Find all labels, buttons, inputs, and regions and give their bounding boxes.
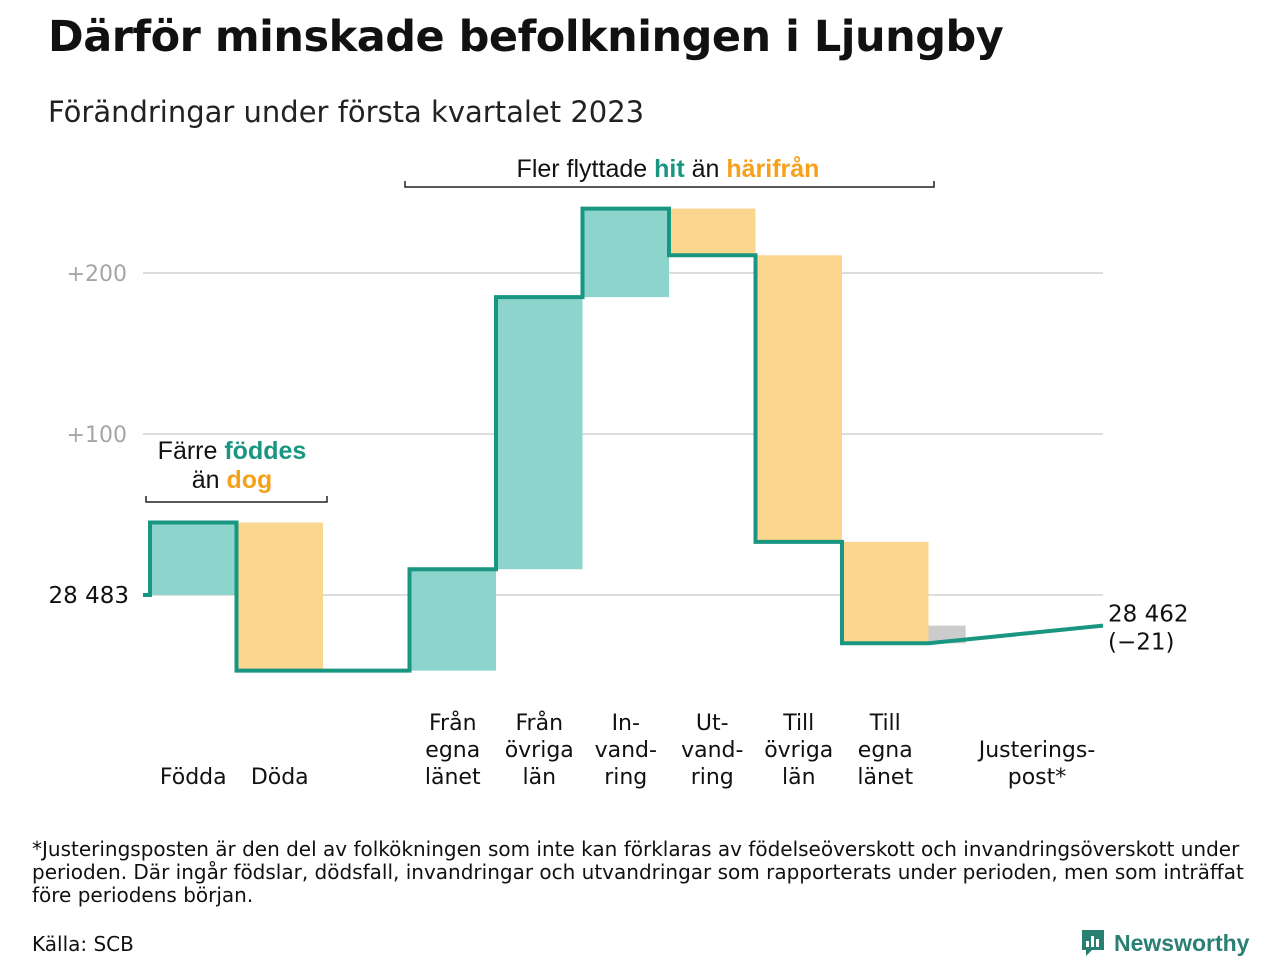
source-label: Källa: SCB <box>32 932 134 956</box>
category-label: Justerings- <box>977 738 1096 763</box>
newsworthy-logo: Newsworthy <box>1080 926 1249 960</box>
y-tick-label: +200 <box>67 262 127 287</box>
category-label: län <box>782 765 816 790</box>
births-deaths-annotation-part: än <box>192 466 227 494</box>
category-label: In- <box>612 711 640 736</box>
footnote: *Justeringsposten är den del av folkökni… <box>32 837 1244 907</box>
births-deaths-annotation-part: föddes <box>224 437 306 465</box>
category-label: länet <box>857 765 913 790</box>
births-deaths-annotation-part: Färre <box>158 437 225 465</box>
newsworthy-logo-icon <box>1082 930 1104 956</box>
category-label: Döda <box>251 765 309 790</box>
bar-döda <box>236 522 323 671</box>
y-tick-label: +100 <box>67 423 127 448</box>
category-label: vand- <box>681 738 743 763</box>
migration-bracket <box>404 181 935 188</box>
chart-title: Därför minskade befolkningen i Ljungby <box>48 12 1004 62</box>
births-deaths-annotation: än dog <box>192 466 273 494</box>
category-label: egna <box>425 738 480 763</box>
category-label: post* <box>1008 765 1067 790</box>
category-label: ring <box>691 765 734 790</box>
category-label: ring <box>604 765 647 790</box>
bar-in-vand-ring <box>582 208 669 298</box>
migration-annotation-part: hit <box>654 155 685 183</box>
category-label: Ut- <box>696 711 729 736</box>
category-label: Till <box>869 711 901 736</box>
category-label: vand- <box>595 738 657 763</box>
category-label: övriga <box>764 738 833 763</box>
category-label: egna <box>858 738 913 763</box>
brand-name: Newsworthy <box>1114 929 1250 956</box>
category-label: övriga <box>505 738 574 763</box>
bar-födda <box>150 522 237 595</box>
category-label: län <box>522 765 556 790</box>
end-change-label: (−21) <box>1108 630 1174 656</box>
bar-frånegnalänet <box>409 569 496 671</box>
end-value-label: 28 462 <box>1108 602 1188 628</box>
category-label: Födda <box>160 765 227 790</box>
category-label: länet <box>425 765 481 790</box>
bar-ut-vand-ring <box>669 208 756 256</box>
category-label: Till <box>782 711 814 736</box>
category-label: Från <box>515 710 563 736</box>
migration-annotation-part: än <box>685 155 727 183</box>
migration-annotation-part: härifrån <box>726 155 819 183</box>
migration-annotation: Fler flyttade hit än härifrån <box>517 155 820 183</box>
chart-subtitle: Förändringar under första kvartalet 2023 <box>48 95 645 129</box>
start-value-label: 28 483 <box>49 583 129 609</box>
migration-annotation-part: Fler flyttade <box>517 155 655 183</box>
births-deaths-annotation-part: dog <box>226 466 272 494</box>
births-deaths-bracket <box>145 496 328 503</box>
category-label: Från <box>429 710 477 736</box>
births-deaths-annotation: Färre föddes <box>158 437 307 465</box>
bar-frånövrigalän <box>496 297 583 570</box>
bar-tillegnalänet <box>842 541 929 644</box>
bar-tillövrigalän <box>755 255 842 542</box>
cumulative-step-line <box>143 206 1104 673</box>
